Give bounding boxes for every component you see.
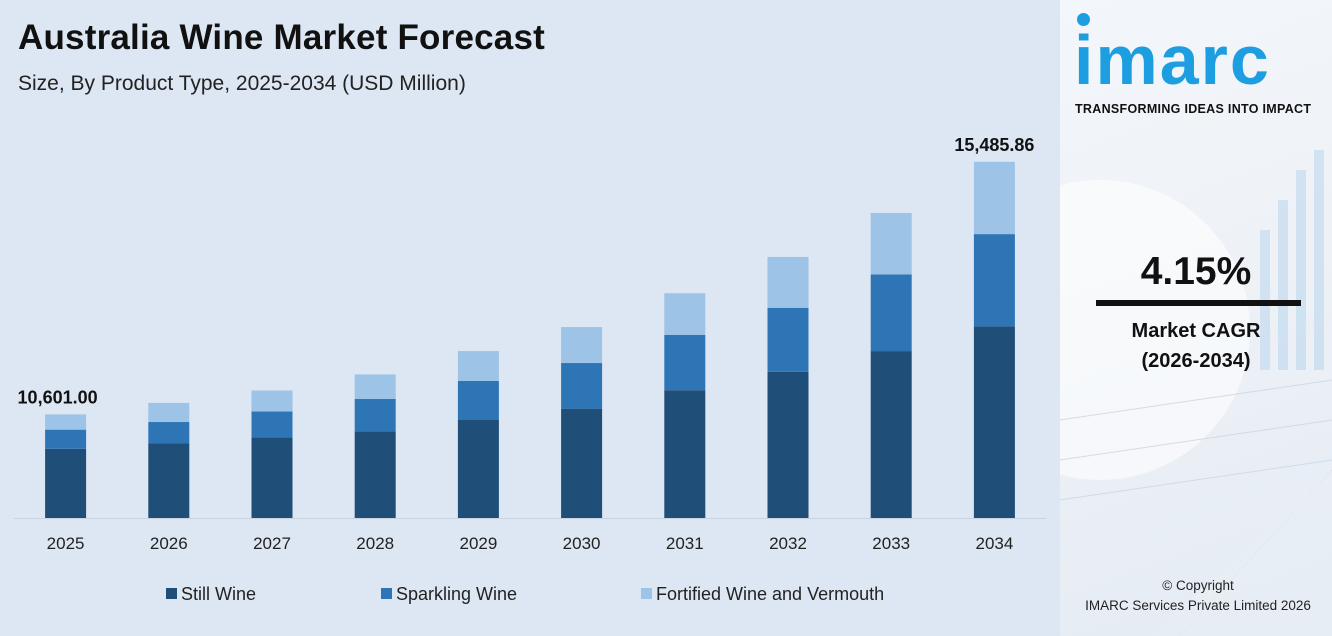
bar-still-wine-2025	[45, 448, 87, 518]
bar-fortified-wine-and-vermouth-2027	[251, 390, 293, 412]
x-tick-label-2034: 2034	[975, 534, 1013, 553]
data-label-2034: 15,485.86	[954, 135, 1034, 155]
bar-sparkling-wine-2026	[148, 422, 190, 444]
bar-still-wine-2027	[251, 437, 293, 518]
bar-sparkling-wine-2034	[973, 234, 1015, 327]
bar-sparkling-wine-2027	[251, 411, 293, 438]
bar-sparkling-wine-2029	[457, 380, 499, 421]
bar-sparkling-wine-2033	[870, 274, 912, 352]
copyright-text: © Copyright	[1162, 578, 1234, 593]
bar-still-wine-2033	[870, 351, 912, 518]
legend-swatch-sparkling-wine	[381, 588, 392, 599]
chart-title: Australia Wine Market Forecast	[18, 18, 545, 57]
logo-tagline: TRANSFORMING IDEAS INTO IMPACT	[1075, 102, 1312, 116]
stacked-bar-chart: 2025 2026 2027 2028 2029 2030 2031 2032 2033 2034…	[14, 135, 1046, 604]
legend-label-sparkling-wine: Sparkling Wine	[396, 584, 517, 604]
x-tick-label-2028: 2028	[356, 534, 394, 553]
bar-fortified-wine-and-vermouth-2034	[973, 161, 1015, 235]
cagr-divider	[1096, 300, 1301, 306]
imarc-logo: imarc	[1074, 21, 1271, 99]
x-tick-label-2029: 2029	[459, 534, 497, 553]
cagr-value: 4.15%	[1140, 250, 1252, 293]
bar-fortified-wine-and-vermouth-2032	[767, 256, 809, 308]
legend-label-still-wine: Still Wine	[181, 584, 256, 604]
logo-dot	[1077, 13, 1090, 26]
legend-label-fortified-wine-and-vermouth: Fortified Wine and Vermouth	[656, 584, 884, 604]
bar-fortified-wine-and-vermouth-2026	[148, 402, 190, 423]
x-tick-label-2030: 2030	[563, 534, 601, 553]
x-tick-label-2032: 2032	[769, 534, 807, 553]
x-tick-label-2025: 2025	[47, 534, 85, 553]
bar-sparkling-wine-2025	[45, 429, 87, 449]
bar-fortified-wine-and-vermouth-2028	[354, 374, 396, 400]
background-chart-art	[1060, 150, 1332, 636]
bar-fortified-wine-and-vermouth-2030	[561, 327, 603, 364]
bar-fortified-wine-and-vermouth-2031	[664, 293, 706, 335]
bar-fortified-wine-and-vermouth-2033	[870, 212, 912, 275]
company-name: IMARC Services Private Limited 2026	[1085, 598, 1311, 613]
bar-sparkling-wine-2032	[767, 307, 809, 372]
data-label-2025: 10,601.00	[18, 387, 98, 407]
bar-still-wine-2032	[767, 371, 809, 518]
x-tick-label-2031: 2031	[666, 534, 704, 553]
bar-still-wine-2031	[664, 390, 706, 518]
bar-sparkling-wine-2030	[561, 363, 603, 409]
legend-swatch-fortified-wine-and-vermouth	[641, 588, 652, 599]
legend-swatch-still-wine	[166, 588, 177, 599]
bar-still-wine-2026	[148, 443, 190, 518]
bar-fortified-wine-and-vermouth-2025	[45, 414, 87, 430]
bar-still-wine-2028	[354, 431, 396, 518]
bar-still-wine-2030	[561, 408, 603, 518]
bar-fortified-wine-and-vermouth-2029	[457, 351, 499, 381]
bar-sparkling-wine-2028	[354, 399, 396, 432]
bar-still-wine-2029	[457, 420, 499, 518]
bar-sparkling-wine-2031	[664, 334, 706, 391]
chart-subtitle: Size, By Product Type, 2025-2034 (USD Mi…	[18, 72, 466, 95]
chart-panel: Australia Wine Market Forecast Size, By …	[14, 18, 1046, 604]
x-tick-label-2026: 2026	[150, 534, 188, 553]
bar-still-wine-2034	[973, 326, 1015, 518]
cagr-period: (2026-2034)	[1141, 350, 1251, 372]
x-tick-label-2033: 2033	[872, 534, 910, 553]
info-panel: imarc TRANSFORMING IDEAS INTO IMPACT 4.1…	[1060, 0, 1332, 636]
cagr-label: Market CAGR	[1131, 320, 1261, 342]
x-tick-label-2027: 2027	[253, 534, 291, 553]
